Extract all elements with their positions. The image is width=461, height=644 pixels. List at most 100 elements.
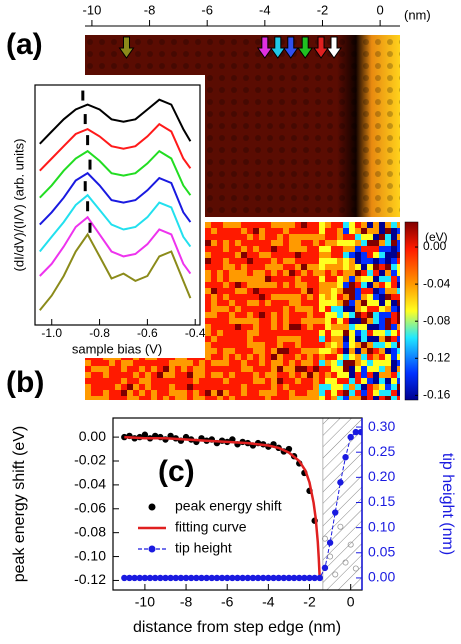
shaded-region bbox=[322, 417, 363, 591]
panel-label: (a) bbox=[6, 28, 43, 61]
map-pixel bbox=[223, 234, 229, 240]
map-pixel bbox=[283, 354, 289, 360]
map-pixel bbox=[361, 390, 367, 396]
map-pixel bbox=[163, 384, 169, 390]
map-pixel bbox=[397, 342, 400, 348]
legend-label: fitting curve bbox=[175, 519, 247, 535]
map-pixel bbox=[265, 276, 271, 282]
map-pixel bbox=[115, 396, 121, 400]
map-pixel bbox=[277, 306, 283, 312]
map-pixel bbox=[211, 312, 217, 318]
map-pixel bbox=[307, 270, 313, 276]
map-pixel bbox=[283, 342, 289, 348]
map-pixel bbox=[379, 258, 385, 264]
map-pixel bbox=[379, 312, 385, 318]
map-pixel bbox=[367, 234, 373, 240]
map-pixel bbox=[247, 222, 253, 228]
map-pixel bbox=[229, 240, 235, 246]
map-pixel bbox=[361, 264, 367, 270]
map-pixel bbox=[343, 354, 349, 360]
map-pixel bbox=[391, 228, 397, 234]
map-pixel bbox=[385, 276, 391, 282]
map-pixel bbox=[277, 288, 283, 294]
map-pixel bbox=[337, 348, 343, 354]
map-pixel bbox=[391, 342, 397, 348]
map-pixel bbox=[355, 288, 361, 294]
map-pixel bbox=[211, 384, 217, 390]
map-pixel bbox=[385, 318, 391, 324]
map-pixel bbox=[247, 276, 253, 282]
map-pixel bbox=[397, 246, 400, 252]
map-pixel bbox=[355, 234, 361, 240]
map-pixel bbox=[163, 390, 169, 396]
map-pixel bbox=[289, 330, 295, 336]
map-pixel bbox=[205, 306, 211, 312]
map-pixel bbox=[265, 384, 271, 390]
map-pixel bbox=[211, 228, 217, 234]
map-pixel bbox=[97, 384, 103, 390]
map-pixel bbox=[145, 384, 151, 390]
map-pixel bbox=[277, 312, 283, 318]
map-pixel bbox=[223, 264, 229, 270]
map-pixel bbox=[397, 372, 400, 378]
map-pixel bbox=[325, 312, 331, 318]
map-pixel bbox=[217, 222, 223, 228]
map-pixel bbox=[127, 372, 133, 378]
map-pixel bbox=[241, 294, 247, 300]
map-pixel bbox=[259, 306, 265, 312]
map-pixel bbox=[295, 396, 301, 400]
map-pixel bbox=[277, 282, 283, 288]
arrow bbox=[118, 36, 135, 59]
map-pixel bbox=[373, 348, 379, 354]
map-pixel bbox=[229, 246, 235, 252]
map-pixel bbox=[121, 390, 127, 396]
map-pixel bbox=[247, 294, 253, 300]
map-pixel bbox=[385, 252, 391, 258]
map-pixel bbox=[289, 234, 295, 240]
map-pixel bbox=[367, 276, 373, 282]
map-pixel bbox=[337, 384, 343, 390]
map-pixel bbox=[109, 390, 115, 396]
map-pixel bbox=[397, 240, 400, 246]
map-pixel bbox=[313, 348, 319, 354]
map-pixel bbox=[199, 372, 205, 378]
map-pixel bbox=[343, 324, 349, 330]
map-pixel bbox=[199, 360, 205, 366]
map-pixel bbox=[229, 360, 235, 366]
map-pixel bbox=[349, 270, 355, 276]
map-pixel bbox=[247, 258, 253, 264]
map-pixel bbox=[391, 258, 397, 264]
map-pixel bbox=[133, 366, 139, 372]
map-pixel bbox=[385, 258, 391, 264]
map-pixel bbox=[373, 330, 379, 336]
map-pixel bbox=[217, 282, 223, 288]
map-pixel bbox=[283, 372, 289, 378]
map-pixel bbox=[325, 342, 331, 348]
map-pixel bbox=[199, 396, 205, 400]
map-pixel bbox=[391, 336, 397, 342]
map-pixel bbox=[361, 294, 367, 300]
map-pixel bbox=[229, 384, 235, 390]
map-pixel bbox=[385, 294, 391, 300]
map-pixel bbox=[295, 264, 301, 270]
map-pixel bbox=[307, 336, 313, 342]
map-pixel bbox=[343, 306, 349, 312]
data-point bbox=[326, 539, 334, 546]
map-pixel bbox=[325, 330, 331, 336]
map-pixel bbox=[97, 390, 103, 396]
map-pixel bbox=[337, 258, 343, 264]
map-pixel bbox=[187, 378, 193, 384]
map-pixel bbox=[181, 366, 187, 372]
map-pixel bbox=[295, 306, 301, 312]
map-pixel bbox=[319, 330, 325, 336]
map-pixel bbox=[307, 252, 313, 258]
map-pixel bbox=[307, 324, 313, 330]
map-pixel bbox=[373, 240, 379, 246]
map-pixel bbox=[325, 396, 331, 400]
map-pixel bbox=[283, 222, 289, 228]
map-pixel bbox=[277, 354, 283, 360]
map-pixel bbox=[361, 282, 367, 288]
map-pixel bbox=[385, 366, 391, 372]
map-pixel bbox=[259, 378, 265, 384]
map-pixel bbox=[205, 390, 211, 396]
